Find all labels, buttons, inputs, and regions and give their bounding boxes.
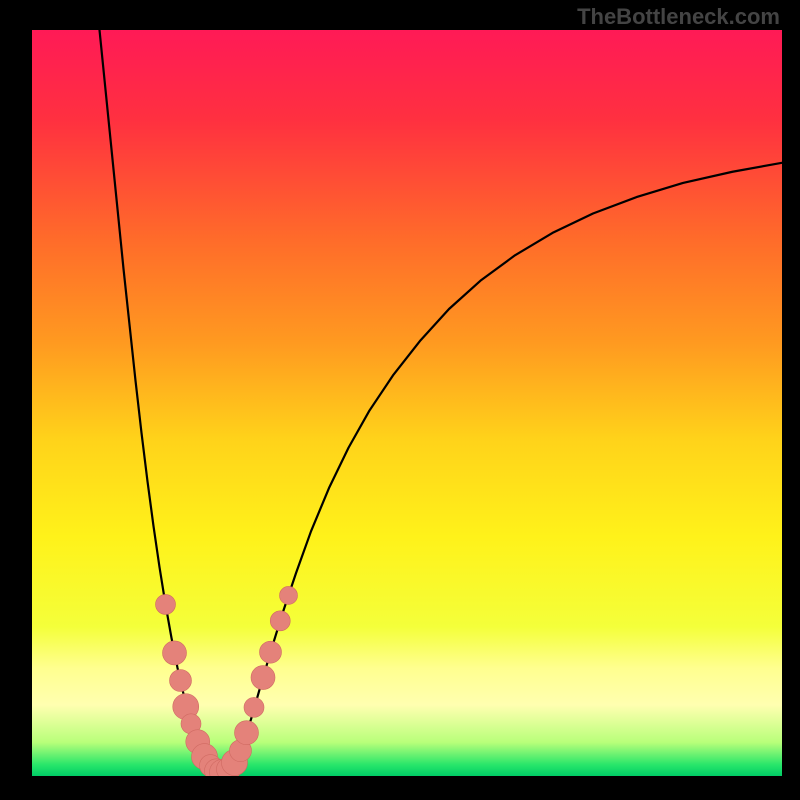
data-marker xyxy=(156,594,176,614)
data-marker xyxy=(270,611,290,631)
data-marker xyxy=(244,697,264,717)
gradient-background xyxy=(32,30,782,776)
chart-container: TheBottleneck.com xyxy=(0,0,800,800)
plot-area xyxy=(32,30,782,776)
data-marker xyxy=(170,670,192,692)
data-marker xyxy=(163,641,187,665)
data-marker xyxy=(280,586,298,604)
data-marker xyxy=(235,721,259,745)
watermark-text: TheBottleneck.com xyxy=(577,4,780,30)
data-marker xyxy=(260,641,282,663)
plot-svg xyxy=(32,30,782,776)
data-marker xyxy=(251,666,275,690)
